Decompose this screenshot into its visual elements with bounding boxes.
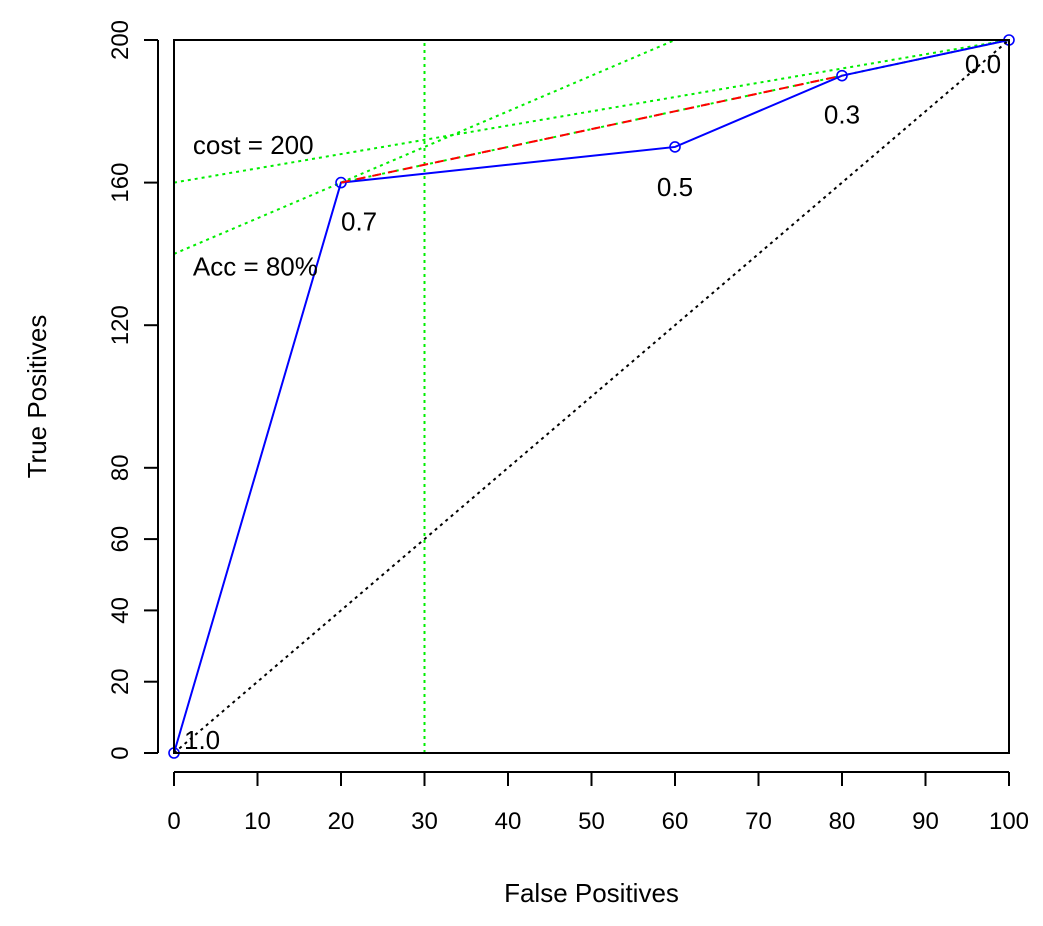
y-tick-label: 20	[107, 668, 134, 695]
annotation-1: cost = 200	[193, 130, 314, 160]
point-label: 0.3	[824, 100, 860, 130]
chart-lines-layer	[168, 34, 1015, 759]
x-tick-label: 40	[495, 808, 522, 835]
series-1-point-4	[836, 69, 848, 82]
x-tick-label: 30	[411, 808, 438, 835]
point-label: 0.5	[657, 172, 693, 202]
x-tick-label: 90	[912, 808, 939, 835]
x-tick-label: 70	[745, 808, 772, 835]
x-tick-label: 50	[578, 808, 605, 835]
series-line-3	[173, 39, 1010, 754]
chart-text-layer: False Positives True Positives 1.0 0.7 0.5…	[22, 20, 1029, 908]
point-label: 1.0	[184, 725, 220, 755]
x-tick-label: 0	[167, 808, 180, 835]
x-tick-label: 80	[829, 808, 856, 835]
y-tick-label: 200	[107, 20, 134, 60]
plot-frame	[173, 39, 1010, 754]
point-label: 0.0	[965, 49, 1001, 79]
y-axis-title: True Positives	[22, 315, 52, 479]
y-tick-label: 120	[107, 305, 134, 345]
y-tick-label: 80	[107, 454, 134, 481]
x-tick-label: 20	[328, 808, 355, 835]
x-axis-title: False Positives	[504, 878, 679, 908]
series-1-point-3	[669, 141, 681, 153]
x-tick-label: 10	[244, 808, 271, 835]
y-tick-label: 0	[107, 746, 134, 759]
y-tick-label: 60	[107, 526, 134, 553]
y-tick-label: 40	[107, 597, 134, 624]
x-tick-label: 60	[662, 808, 689, 835]
annotation-2: Acc = 80%	[193, 251, 318, 281]
y-tick-label: 160	[107, 163, 134, 203]
series-line-1	[173, 39, 1010, 754]
series-line-2	[340, 74, 843, 184]
series-1-point-2	[335, 176, 347, 189]
x-tick-label: 100	[989, 808, 1029, 835]
point-label: 0.7	[341, 207, 377, 237]
chart-axes-layer	[144, 39, 1010, 786]
reference-line-1	[174, 40, 1009, 184]
